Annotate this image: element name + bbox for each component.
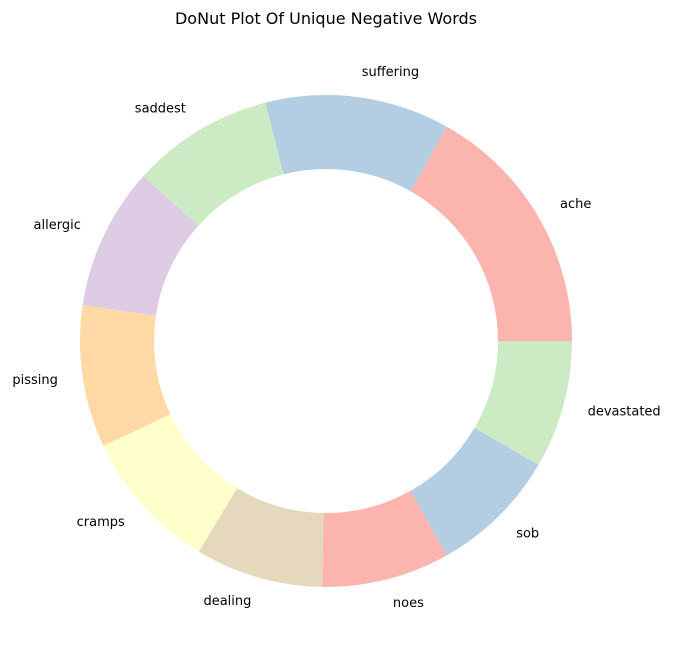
slice-label-sob: sob bbox=[516, 527, 539, 542]
slice-saddest bbox=[143, 102, 284, 226]
donut-slices bbox=[79, 95, 572, 587]
slice-sob bbox=[410, 427, 539, 556]
slice-suffering bbox=[265, 95, 447, 192]
slice-label-saddest: saddest bbox=[135, 102, 186, 117]
slice-label-pissing: pissing bbox=[12, 373, 58, 388]
slice-label-suffering: suffering bbox=[362, 65, 419, 80]
slice-label-noes: noes bbox=[393, 596, 424, 611]
slice-cramps bbox=[103, 414, 238, 552]
slice-labels: ache suffering saddest allergic pissing cramp… bbox=[12, 65, 660, 611]
chart-title: DoNut Plot Of Unique Negative Words bbox=[175, 9, 477, 28]
slice-label-cramps: cramps bbox=[77, 515, 125, 530]
slice-label-dealing: dealing bbox=[203, 594, 251, 609]
slice-noes bbox=[322, 490, 447, 587]
slice-label-allergic: allergic bbox=[34, 218, 81, 233]
slice-dealing bbox=[198, 488, 324, 587]
slice-pissing bbox=[79, 305, 171, 446]
slice-allergic bbox=[82, 176, 199, 316]
slice-label-devastated: devastated bbox=[588, 404, 661, 419]
slice-devastated bbox=[474, 341, 572, 466]
slice-ache bbox=[410, 126, 572, 341]
slice-label-ache: ache bbox=[560, 197, 591, 212]
